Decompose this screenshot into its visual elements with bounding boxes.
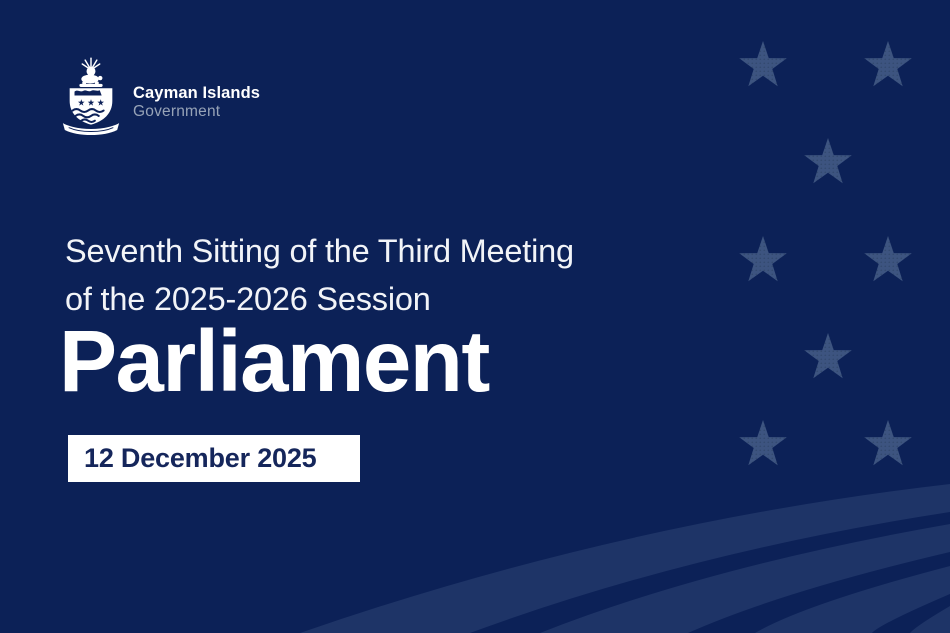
government-logo: Cayman Islands Government (59, 56, 260, 136)
logo-org-name: Cayman Islands (133, 84, 261, 102)
logo-org-department: Government (133, 103, 221, 121)
logo-text: Cayman Islands Government (133, 84, 260, 122)
star-icon (804, 333, 852, 379)
headline-line-1: Seventh Sitting of the Third Meeting (65, 233, 574, 269)
page-title: Parliament (59, 313, 490, 410)
star-icon (864, 236, 912, 282)
cayman-coat-of-arms-icon (62, 57, 120, 136)
star-icon (864, 420, 912, 466)
star-icon (864, 41, 912, 87)
date-badge: 12 December 2025 (68, 435, 360, 482)
star-icon (739, 41, 787, 87)
headline-line-2: of the 2025-2026 Session (65, 280, 431, 317)
star-icon (804, 138, 852, 184)
headline: Seventh Sitting of the Third Meeting of … (65, 228, 574, 323)
star-icon (739, 236, 787, 282)
star-icon (739, 420, 787, 466)
